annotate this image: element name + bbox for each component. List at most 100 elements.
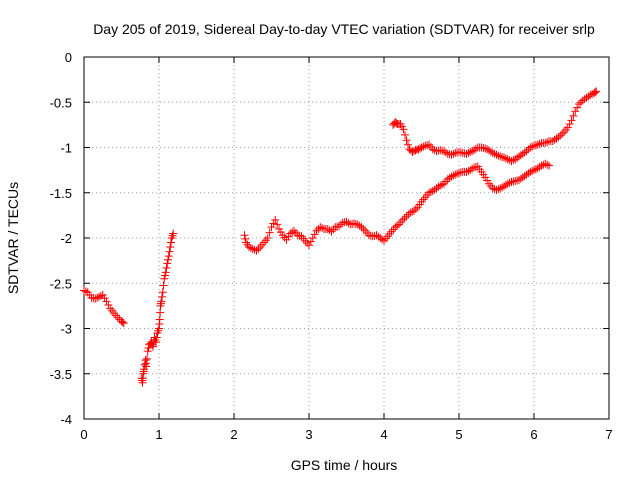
data-point — [522, 147, 531, 156]
data-point — [591, 88, 600, 97]
x-tick-label: 6 — [530, 427, 537, 442]
y-tick-label: -0.5 — [50, 95, 72, 110]
data-point — [387, 227, 396, 236]
data-point — [258, 240, 267, 249]
data-point — [144, 343, 153, 352]
data-point — [569, 111, 578, 120]
data-point — [113, 313, 122, 322]
data-point — [425, 140, 433, 149]
data-point — [167, 238, 175, 247]
data-point — [156, 308, 165, 317]
data-point — [157, 297, 166, 306]
data-point — [241, 234, 250, 243]
data-point — [528, 142, 537, 151]
data-point — [453, 169, 462, 178]
data-point — [260, 238, 268, 247]
data-point — [318, 224, 327, 233]
x-tick-label: 3 — [305, 427, 312, 442]
data-point — [359, 224, 368, 233]
data-point — [400, 214, 409, 223]
chart-title: Day 205 of 2019, Sidereal Day-to-day VTE… — [93, 21, 595, 37]
data-point — [520, 148, 529, 157]
data-point — [91, 294, 100, 303]
data-point — [462, 167, 471, 176]
y-tick-label: 0 — [65, 50, 72, 65]
data-point — [93, 293, 102, 302]
data-point — [100, 294, 109, 303]
data-point — [545, 161, 553, 170]
plot-frame — [83, 56, 610, 420]
data-point — [143, 354, 151, 363]
data-point — [288, 228, 297, 237]
data-point — [401, 130, 409, 139]
data-point — [425, 188, 433, 197]
data-point — [492, 186, 501, 195]
data-point — [261, 236, 270, 245]
data-point — [451, 170, 460, 179]
data-point — [160, 274, 169, 283]
data-point — [563, 123, 572, 132]
data-point — [398, 215, 407, 224]
data-point — [161, 271, 169, 280]
data-point — [269, 219, 278, 228]
data-point — [263, 234, 272, 242]
data-point — [411, 205, 420, 214]
data-point — [250, 245, 259, 254]
data-point — [275, 224, 283, 233]
data-point — [402, 212, 411, 221]
data-point — [541, 138, 550, 147]
y-tick-label: -3 — [60, 322, 72, 337]
data-point — [471, 144, 480, 153]
data-point — [282, 235, 291, 244]
data-point — [119, 319, 128, 328]
data-point — [535, 139, 544, 148]
data-point — [481, 144, 490, 153]
data-point — [490, 149, 499, 158]
data-point — [158, 292, 166, 301]
series-2 — [137, 229, 178, 387]
x-tick-label: 4 — [380, 427, 387, 442]
data-point — [419, 142, 428, 151]
data-point — [316, 223, 325, 232]
data-point — [483, 176, 492, 185]
data-point — [118, 318, 127, 327]
data-point — [526, 143, 535, 152]
data-point — [254, 244, 263, 253]
data-point — [428, 145, 437, 154]
data-point — [81, 287, 90, 296]
data-point — [361, 226, 370, 235]
x-axis-label: GPS time / hours — [291, 457, 398, 473]
data-point — [357, 223, 366, 232]
data-point — [509, 156, 518, 165]
y-tick-label: -2.5 — [50, 276, 72, 291]
data-point — [436, 181, 445, 190]
y-tick-label: -2 — [60, 231, 72, 246]
data-point — [111, 311, 120, 320]
y-tick-label: -1 — [60, 141, 72, 156]
data-point — [271, 215, 280, 224]
data-point — [106, 304, 115, 313]
data-point — [312, 226, 321, 235]
data-point — [381, 234, 390, 243]
data-point — [162, 263, 171, 272]
data-point — [464, 167, 473, 176]
data-point — [488, 184, 497, 193]
data-point — [310, 230, 319, 239]
data-point — [410, 206, 418, 215]
y-axis-label: SDTVAR / TECUs — [5, 182, 21, 294]
data-point — [417, 143, 426, 152]
data-point — [449, 171, 458, 180]
data-point — [567, 116, 576, 125]
x-tick-label: 2 — [230, 427, 237, 442]
data-point — [537, 161, 546, 170]
data-point — [503, 179, 512, 188]
data-point — [441, 148, 450, 157]
data-point — [267, 223, 276, 232]
data-point — [565, 119, 574, 128]
data-point — [152, 333, 161, 342]
data-point — [142, 362, 151, 371]
data-point — [543, 138, 552, 147]
data-point — [102, 297, 111, 306]
data-point — [528, 167, 537, 176]
data-point — [168, 231, 177, 240]
